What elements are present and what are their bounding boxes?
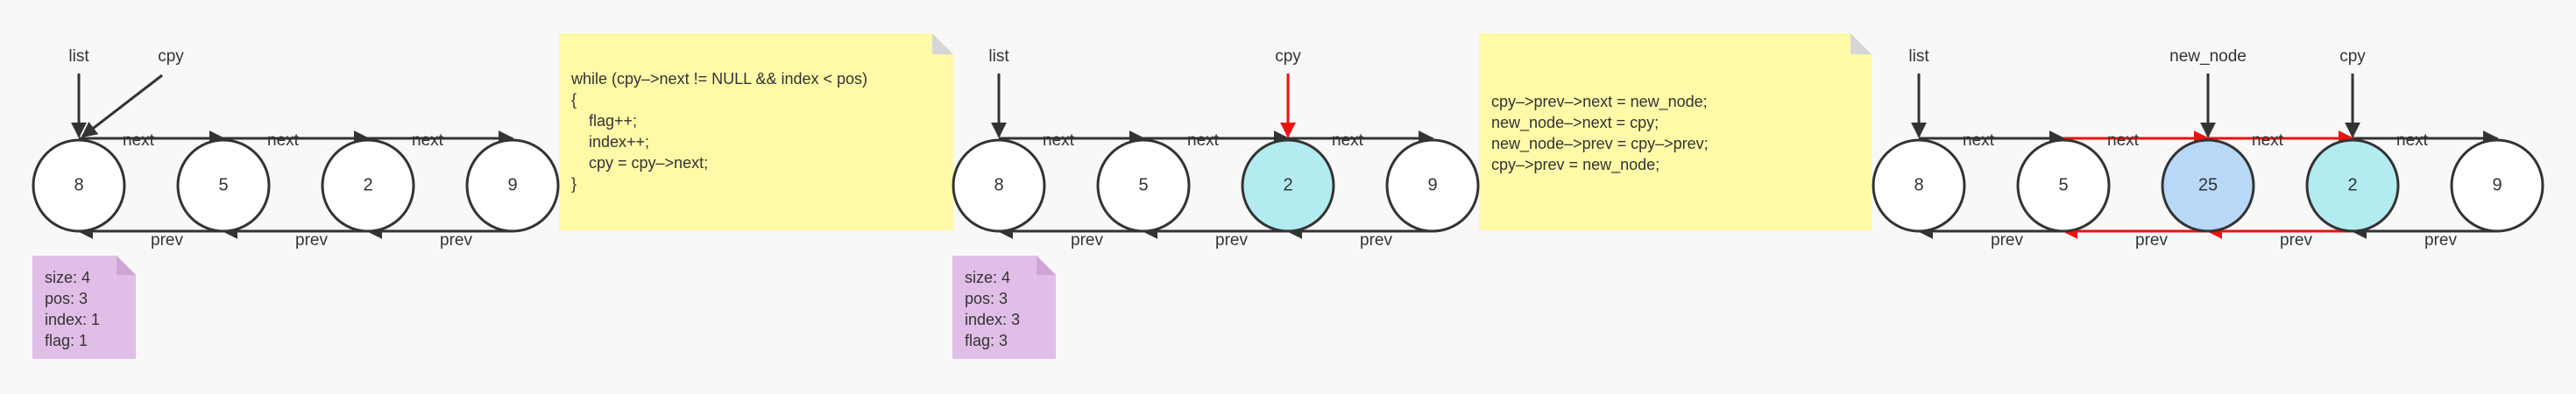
state-line: size: 4 — [965, 269, 1010, 286]
code-line: index++; — [571, 133, 649, 151]
list-node-0-2 — [321, 138, 415, 233]
list-node-2-2 — [2161, 138, 2255, 233]
pointer-label-new_node: new_node — [2169, 47, 2247, 66]
pointer-label-cpy: cpy — [2339, 47, 2366, 66]
node-value: 2 — [363, 175, 372, 194]
next-label: next — [412, 131, 444, 150]
node-value: 2 — [2347, 175, 2357, 194]
prev-label: prev — [440, 231, 472, 250]
state-line: flag: 1 — [45, 332, 88, 349]
prev-label: prev — [1215, 231, 1248, 250]
node-value: 9 — [2492, 175, 2502, 194]
code-note-1 — [1479, 33, 1872, 230]
next-label: next — [1043, 131, 1075, 150]
pointer-label-cpy: cpy — [158, 47, 184, 66]
list-node-2-0 — [1872, 138, 1966, 233]
prev-label: prev — [1360, 231, 1392, 250]
list-node-0-3 — [465, 138, 560, 233]
text-layer: next prev next prev next prev 8 5 2 9 list cpy size:… — [45, 47, 2502, 349]
node-value: 9 — [507, 175, 517, 194]
code-line: { — [571, 91, 577, 109]
list-node-1-0 — [952, 138, 1046, 233]
node-value: 9 — [1427, 175, 1437, 194]
prev-label: prev — [2135, 231, 2168, 250]
prev-label: prev — [151, 231, 183, 250]
prev-label: prev — [295, 231, 328, 250]
state-line: index: 3 — [965, 311, 1020, 328]
code-note-0 — [559, 33, 953, 230]
code-line: cpy–>prev–>next = new_node; — [1491, 93, 1708, 111]
next-label: next — [1187, 131, 1220, 150]
state-note-fold — [1037, 256, 1056, 275]
code-line: new_node–>next = cpy; — [1491, 114, 1659, 132]
list-node-2-1 — [2016, 138, 2111, 233]
node-value: 5 — [1138, 175, 1148, 194]
code-note-fold-1 — [1851, 33, 1872, 54]
node-value: 5 — [2058, 175, 2068, 194]
nodes-layer — [32, 138, 2544, 233]
list-node-2-4 — [2450, 138, 2544, 233]
code-line: while (cpy–>next != NULL && index < pos) — [570, 70, 867, 88]
state-line: pos: 3 — [45, 290, 88, 307]
node-value: 8 — [74, 175, 83, 194]
node-value: 25 — [2198, 175, 2218, 194]
state-line: pos: 3 — [965, 290, 1008, 307]
code-line: flag++; — [571, 112, 637, 130]
next-label: next — [2396, 131, 2429, 150]
node-value: 5 — [218, 175, 228, 194]
pointer-label-list: list — [988, 47, 1009, 66]
code-line: cpy–>prev = new_node; — [1491, 156, 1660, 174]
next-label: next — [1332, 131, 1364, 150]
list-node-1-3 — [1385, 138, 1480, 233]
list-node-2-3 — [2305, 138, 2400, 233]
prev-label: prev — [1991, 231, 2023, 250]
node-value: 8 — [994, 175, 1003, 194]
list-node-1-2 — [1241, 138, 1335, 233]
edges-layer — [71, 74, 2499, 239]
next-label: next — [267, 131, 300, 150]
prev-label: prev — [2424, 231, 2457, 250]
list-node-0-1 — [176, 138, 271, 233]
pointer-label-list: list — [68, 47, 89, 66]
code-line: new_node–>prev = cpy–>prev; — [1491, 135, 1709, 153]
node-value: 8 — [1914, 175, 1923, 194]
list-node-1-1 — [1096, 138, 1191, 233]
pointer-label-cpy: cpy — [1275, 47, 1301, 66]
state-line: size: 4 — [45, 269, 90, 286]
state-note — [32, 256, 136, 359]
prev-label: prev — [1071, 231, 1103, 250]
next-label: next — [1963, 131, 1995, 150]
prev-label: prev — [2280, 231, 2312, 250]
next-label: next — [123, 131, 155, 150]
list-node-0-0 — [32, 138, 126, 233]
notes-layer — [32, 33, 1872, 359]
state-note-fold — [117, 256, 136, 275]
next-label: next — [2107, 131, 2140, 150]
code-line: cpy = cpy–>next; — [571, 154, 708, 172]
pointer-arrow-cpy — [81, 74, 163, 138]
node-value: 2 — [1283, 175, 1292, 194]
state-line: index: 1 — [45, 311, 100, 328]
state-line: flag: 3 — [965, 332, 1008, 349]
next-label: next — [2252, 131, 2284, 150]
code-line: } — [571, 175, 577, 193]
state-note — [952, 256, 1056, 359]
pointer-label-list: list — [1908, 47, 1929, 66]
code-note-fold-0 — [932, 33, 953, 54]
